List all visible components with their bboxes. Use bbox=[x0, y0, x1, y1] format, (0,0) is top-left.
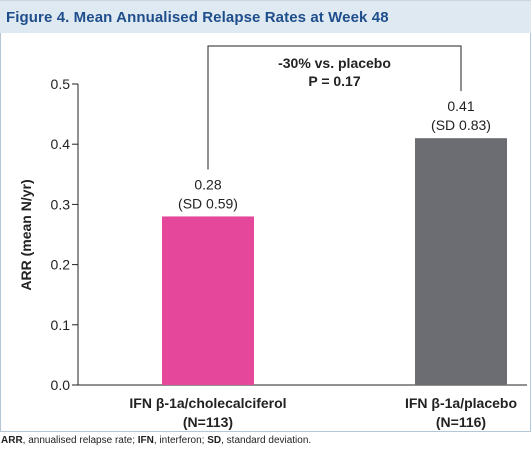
footnote-abbr-ifn: IFN bbox=[137, 435, 154, 446]
x-tick-count-1: (N=116) bbox=[436, 414, 486, 430]
x-tick-count-0: (N=113) bbox=[183, 414, 233, 430]
comparison-label: -30% vs. placebo bbox=[278, 55, 391, 71]
footnote-text-sd: , standard deviation. bbox=[221, 435, 312, 446]
comparison-label-bg bbox=[264, 53, 405, 93]
bar-0 bbox=[162, 216, 254, 385]
y-tick-label-2: 0.2 bbox=[51, 257, 71, 273]
x-tick-label-0: IFN β-1a/cholecalciferol bbox=[129, 395, 286, 411]
axis-layer: 0.0 0.1 0.2 0.3 0.4 0.5 ARR (mean N/yr) bbox=[18, 76, 527, 393]
comparison-annotation: -30% vs. placebo P = 0.17 bbox=[207, 45, 462, 170]
bar-sd-label-0: (SD 0.59) bbox=[178, 195, 238, 211]
y-tick-label-1: 0.1 bbox=[51, 317, 71, 333]
y-axis-label: ARR (mean N/yr) bbox=[18, 179, 34, 290]
comparison-bracket bbox=[207, 45, 462, 170]
footnote-abbr-arr: ARR bbox=[1, 435, 23, 446]
figure-header: Figure 4. Mean Annualised Relapse Rates … bbox=[0, 0, 531, 33]
x-tick-label-1: IFN β-1a/placebo bbox=[405, 395, 517, 411]
bar-value-label-1: 0.41 bbox=[447, 98, 474, 114]
bars-layer bbox=[162, 138, 507, 385]
y-tick-label-4: 0.4 bbox=[51, 136, 71, 152]
footnote-abbr-sd: SD bbox=[207, 435, 222, 446]
comparison-pvalue: P = 0.17 bbox=[308, 73, 361, 89]
y-tick-label-5: 0.5 bbox=[51, 76, 71, 92]
bar-value-label-0: 0.28 bbox=[194, 176, 221, 192]
bar-1 bbox=[415, 138, 507, 385]
labels-layer: 0.28 (SD 0.59) IFN β-1a/cholecalciferol (N=… bbox=[129, 98, 517, 430]
footnote-text-arr: , annualised relapse rate; bbox=[22, 435, 138, 446]
footnote-text-ifn: , interferon; bbox=[153, 435, 208, 446]
bar-chart: 0.0 0.1 0.2 0.3 0.4 0.5 ARR (mean N/yr) 0.28 (S… bbox=[18, 45, 527, 430]
bar-sd-label-1: (SD 0.83) bbox=[431, 117, 491, 133]
figure-title: Figure 4. Mean Annualised Relapse Rates … bbox=[6, 9, 389, 26]
footnote: ARR, annualised relapse rate; IFN, inter… bbox=[1, 435, 311, 446]
y-tick-label-3: 0.3 bbox=[51, 196, 71, 212]
y-tick-label-0: 0.0 bbox=[51, 377, 71, 393]
